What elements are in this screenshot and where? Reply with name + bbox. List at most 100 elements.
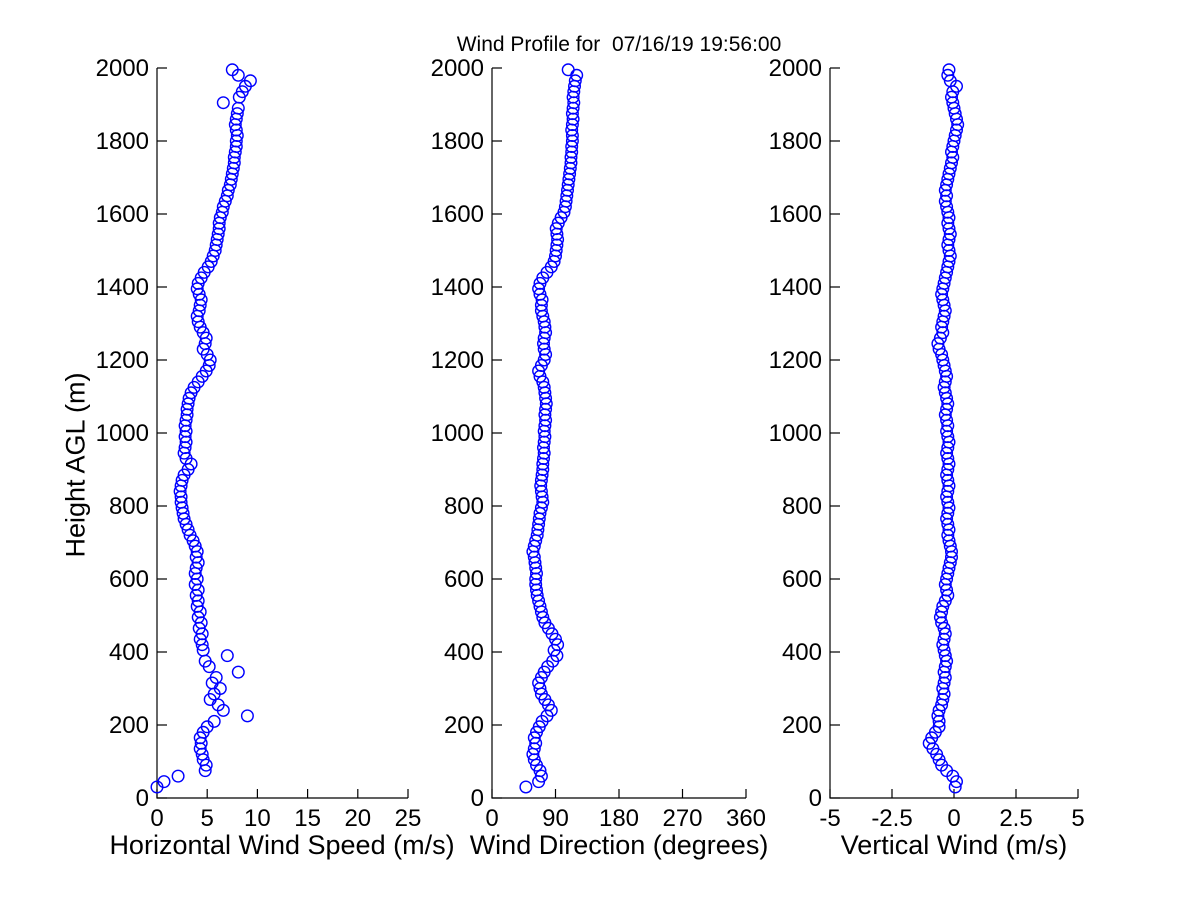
data-point-marker	[551, 638, 565, 652]
data-point-marker	[537, 380, 551, 394]
x-tick-label: 10	[244, 805, 271, 832]
y-tick-label: 2000	[769, 55, 822, 82]
x-tick-label: 0	[150, 805, 163, 832]
y-tick-label: 800	[444, 493, 484, 520]
data-point-marker	[561, 63, 575, 77]
data-point-marker	[945, 90, 959, 104]
data-point-marker	[216, 96, 230, 110]
y-tick-label: 2000	[96, 55, 149, 82]
data-point-marker	[182, 391, 196, 405]
x-tick-label: 15	[294, 805, 321, 832]
y-tick-label: 200	[109, 712, 149, 739]
data-point-marker	[950, 123, 964, 137]
data-point-marker	[942, 63, 956, 77]
y-tick-label: 1400	[96, 274, 149, 301]
data-point-marker	[188, 539, 202, 553]
scatter-series	[519, 63, 584, 794]
y-tick-label: 800	[109, 493, 149, 520]
y-tick-label: 0	[471, 785, 484, 812]
y-tick-label: 0	[809, 785, 822, 812]
y-tick-label: 1800	[96, 128, 149, 155]
y-tick-label: 1400	[769, 274, 822, 301]
data-point-marker	[519, 780, 533, 794]
x-tick-label: 0	[947, 805, 960, 832]
x-tick-label: 20	[344, 805, 371, 832]
x-tick-label: 5	[1071, 805, 1084, 832]
data-point-marker	[940, 200, 954, 214]
data-point-marker	[207, 714, 221, 728]
x-tick-label: 90	[542, 805, 569, 832]
data-point-marker	[220, 649, 234, 663]
data-point-marker	[175, 473, 189, 487]
subplot-3: 0 200 400 600 800 1000 1200 1400 1600 1800 2000 -5 -…	[769, 55, 1085, 832]
y-tick-label: 1000	[431, 420, 484, 447]
x-axis-label-vertical-wind: Vertical Wind (m/s)	[840, 830, 1068, 860]
data-point-marker	[157, 775, 171, 789]
x-tick-label: 25	[395, 805, 422, 832]
data-point-marker	[225, 63, 239, 77]
y-tick-label: 1400	[431, 274, 484, 301]
data-point-marker	[243, 74, 257, 88]
data-point-marker	[938, 194, 952, 208]
y-tick-label: 600	[109, 566, 149, 593]
x-tick-label: 2.5	[999, 805, 1032, 832]
subplot-1: 0 200 400 600 800 1000 1200 1400 1600 1800 2000 0 5 1…	[96, 55, 422, 832]
data-point-marker	[527, 731, 541, 745]
x-tick-label: -5	[819, 805, 840, 832]
y-tick-label: 1800	[769, 128, 822, 155]
scatter-series	[922, 63, 965, 794]
y-tick-label: 400	[782, 639, 822, 666]
data-point-marker	[945, 156, 959, 170]
x-axis-label-wind-direction: Wind Direction (degrees)	[469, 830, 769, 860]
data-point-marker	[565, 128, 579, 142]
y-tick-label: 0	[136, 785, 149, 812]
figure-title: Wind Profile for 07/16/19 19:56:00	[456, 33, 782, 56]
y-tick-label: 200	[782, 712, 822, 739]
data-point-marker	[935, 616, 949, 630]
data-point-marker	[942, 232, 956, 246]
data-point-marker	[171, 769, 185, 783]
data-point-marker	[194, 293, 208, 307]
x-axis-label-horizontal-wind-speed: Horizontal Wind Speed (m/s)	[109, 830, 455, 860]
y-tick-label: 1600	[431, 201, 484, 228]
data-point-marker	[549, 222, 563, 236]
data-point-marker	[240, 709, 254, 723]
data-point-marker	[209, 671, 223, 685]
y-tick-label: 200	[444, 712, 484, 739]
y-tick-label: 1800	[431, 128, 484, 155]
y-tick-label: 1000	[96, 420, 149, 447]
x-tick-label: 5	[201, 805, 214, 832]
x-tick-label: -2.5	[871, 805, 912, 832]
y-tick-label: 600	[782, 566, 822, 593]
data-point-marker	[190, 545, 204, 559]
y-tick-label: 1600	[96, 201, 149, 228]
data-point-marker	[946, 150, 960, 164]
y-tick-label: 1000	[769, 420, 822, 447]
y-tick-label: 1200	[96, 347, 149, 374]
y-tick-label: 800	[782, 493, 822, 520]
x-tick-label: 360	[726, 805, 766, 832]
x-tick-label: 180	[599, 805, 639, 832]
data-point-marker	[229, 123, 243, 137]
y-tick-label: 2000	[431, 55, 484, 82]
subplot-2: 0 200 400 600 800 1000 1200 1400 1600 1800 2000 0 90…	[431, 55, 766, 832]
data-point-marker	[941, 68, 955, 82]
axis-spine	[491, 68, 746, 799]
y-tick-label: 1600	[769, 201, 822, 228]
data-point-marker	[532, 282, 546, 296]
y-tick-label: 1200	[769, 347, 822, 374]
y-tick-label: 1200	[431, 347, 484, 374]
data-point-marker	[534, 769, 548, 783]
data-point-marker	[231, 665, 245, 679]
scatter-series	[150, 63, 257, 794]
data-point-marker	[568, 74, 582, 88]
y-tick-label: 400	[109, 639, 149, 666]
y-tick-label: 600	[444, 566, 484, 593]
data-point-marker	[230, 107, 244, 121]
data-point-marker	[550, 238, 564, 252]
data-point-marker	[204, 254, 218, 268]
x-tick-label: 0	[485, 805, 498, 832]
y-tick-label: 400	[444, 639, 484, 666]
